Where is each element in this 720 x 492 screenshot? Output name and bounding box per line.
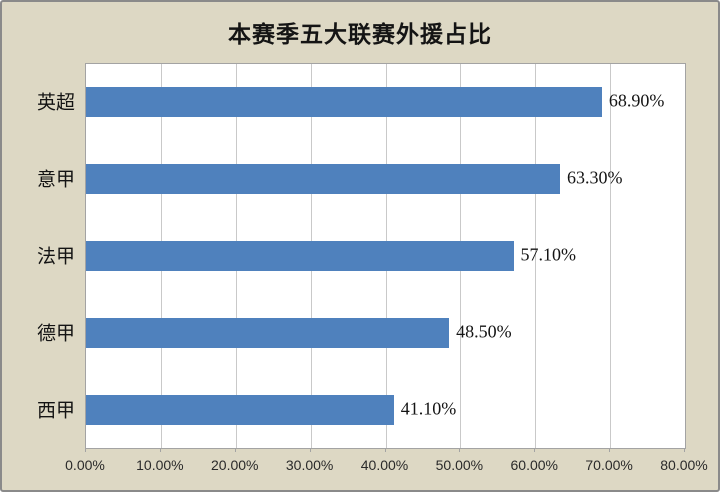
axis-tick-mark bbox=[459, 448, 461, 452]
category-label: 英超 bbox=[36, 92, 75, 114]
axis-tick-mark bbox=[85, 448, 86, 452]
category-label: 德甲 bbox=[36, 323, 75, 345]
bar-value-label: 68.90% bbox=[608, 90, 665, 111]
axis-tick-mark bbox=[384, 448, 386, 452]
plot-area bbox=[85, 63, 686, 449]
category-label: 法甲 bbox=[36, 246, 75, 268]
axis-tick-mark bbox=[309, 448, 311, 452]
x-tick-label: 60.00% bbox=[510, 457, 558, 473]
bar bbox=[86, 394, 394, 425]
x-tick-label: 40.00% bbox=[360, 457, 409, 473]
x-tick-label: 0.00% bbox=[65, 457, 105, 473]
bar-value-label: 63.30% bbox=[566, 167, 623, 188]
x-tick-label: 50.00% bbox=[435, 457, 484, 473]
gridline bbox=[535, 64, 537, 448]
axis-tick-mark bbox=[684, 448, 685, 452]
x-tick-label: 80.00% bbox=[660, 457, 708, 473]
x-tick-label: 30.00% bbox=[285, 457, 334, 473]
bar-value-label: 57.10% bbox=[520, 244, 577, 265]
bar bbox=[86, 317, 450, 348]
axis-tick-mark bbox=[234, 448, 236, 452]
x-tick-label: 10.00% bbox=[136, 457, 184, 473]
category-label: 意甲 bbox=[36, 169, 75, 191]
chart-title: 本赛季五大联赛外援占比 bbox=[228, 22, 492, 47]
axis-tick-mark bbox=[609, 448, 611, 452]
bar bbox=[86, 87, 602, 118]
axis-tick-mark bbox=[159, 448, 161, 452]
x-tick-label: 70.00% bbox=[585, 457, 633, 473]
axis-tick-mark bbox=[534, 448, 536, 452]
gridline bbox=[610, 64, 612, 448]
category-label: 西甲 bbox=[36, 400, 75, 422]
bar-value-label: 41.10% bbox=[400, 398, 457, 419]
bar-value-label: 48.50% bbox=[456, 321, 512, 342]
bar bbox=[86, 241, 514, 271]
bar bbox=[86, 164, 560, 195]
x-tick-label: 20.00% bbox=[211, 457, 259, 473]
